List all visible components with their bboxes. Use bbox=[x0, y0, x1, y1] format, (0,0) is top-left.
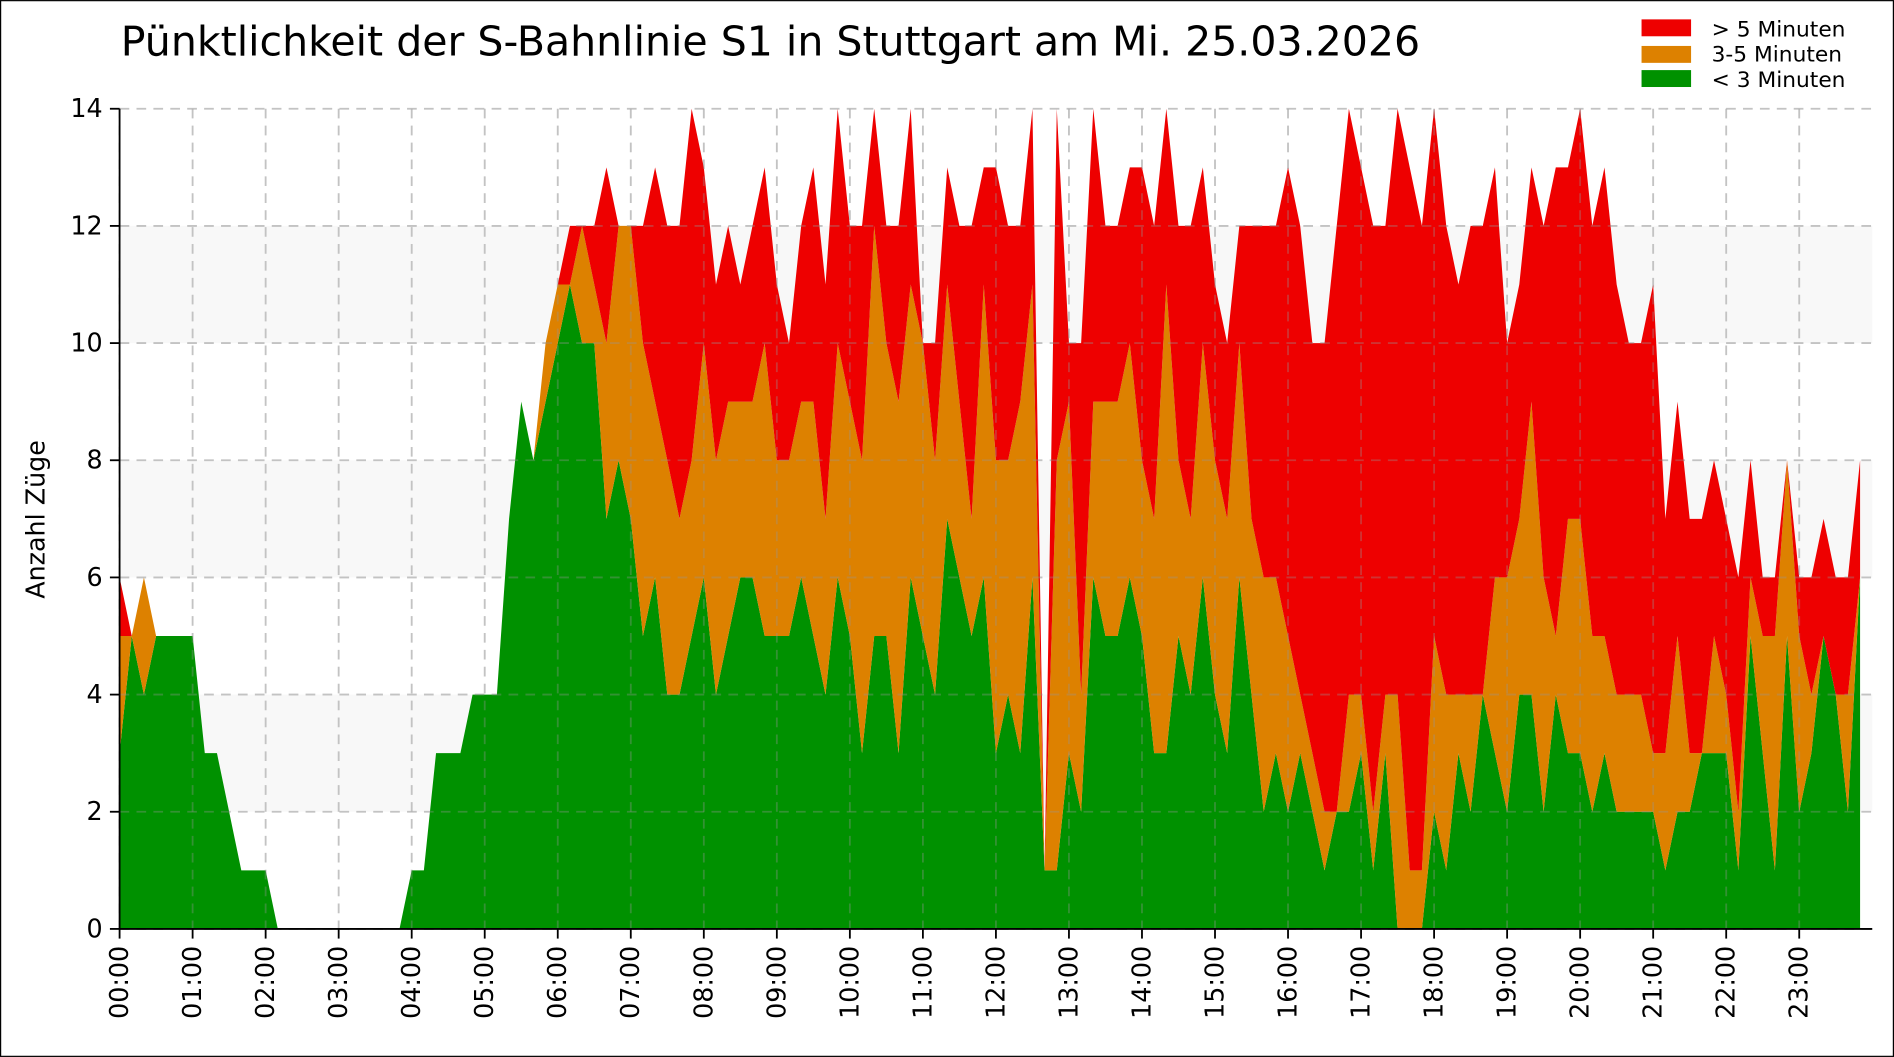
x-tick-label: 20:00 bbox=[1565, 946, 1595, 1019]
x-tick-label: 19:00 bbox=[1492, 946, 1522, 1019]
y-tick-label: 0 bbox=[87, 913, 103, 943]
stacked-areas bbox=[119, 108, 1861, 929]
chart-title: Pünktlichkeit der S-Bahnlinie S1 in Stut… bbox=[121, 18, 1420, 66]
x-tick-label: 13:00 bbox=[1053, 946, 1083, 1019]
x-tick-label: 22:00 bbox=[1711, 946, 1741, 1019]
y-axis-label: Anzahl Züge bbox=[21, 440, 51, 599]
y-tick-label: 4 bbox=[87, 679, 103, 709]
y-tick-label: 14 bbox=[70, 93, 102, 123]
legend-label-medium: 3-5 Minuten bbox=[1712, 43, 1842, 68]
legend-swatch-ontime bbox=[1641, 70, 1692, 88]
legend-label-ontime: < 3 Minuten bbox=[1712, 68, 1846, 93]
x-tick-label: 06:00 bbox=[542, 946, 572, 1019]
x-tick-label: 01:00 bbox=[177, 946, 207, 1019]
x-tick-label: 21:00 bbox=[1638, 946, 1668, 1019]
x-tick-label: 10:00 bbox=[834, 946, 864, 1019]
x-tick-label: 14:00 bbox=[1126, 946, 1156, 1019]
x-tick-label: 12:00 bbox=[980, 946, 1010, 1019]
area-series-3-5-min bbox=[119, 225, 1861, 929]
y-tick-label: 8 bbox=[87, 445, 103, 475]
area-series-over-5-min bbox=[119, 108, 1861, 929]
x-tick-label: 05:00 bbox=[469, 946, 499, 1019]
x-tick-label: 15:00 bbox=[1199, 946, 1229, 1019]
x-tick-label: 02:00 bbox=[250, 946, 280, 1019]
area-series-under-3-min bbox=[119, 284, 1861, 929]
x-tick-label: 16:00 bbox=[1272, 946, 1302, 1019]
x-tick-label: 07:00 bbox=[615, 946, 645, 1019]
legend-swatch-late bbox=[1641, 19, 1692, 37]
legend-label-late: > 5 Minuten bbox=[1712, 17, 1846, 42]
legend-swatch-medium bbox=[1641, 45, 1692, 63]
x-tick-label: 00:00 bbox=[104, 946, 134, 1019]
x-tick-label: 04:00 bbox=[396, 946, 426, 1019]
legend: > 5 Minuten 3-5 Minuten < 3 Minuten bbox=[1641, 17, 1846, 93]
axes: 0 2 4 6 8 10 12 14 00:00 01:00 02:00 03:00 04:00 05:0… bbox=[70, 93, 1873, 1019]
y-tick-label: 12 bbox=[70, 210, 102, 240]
x-tick-label: 11:00 bbox=[907, 946, 937, 1019]
y-tick-label: 6 bbox=[87, 562, 103, 592]
x-tick-label: 09:00 bbox=[761, 946, 791, 1019]
x-tick-label: 03:00 bbox=[323, 946, 353, 1019]
y-tick-label: 2 bbox=[87, 796, 103, 826]
x-tick-label: 23:00 bbox=[1784, 946, 1814, 1019]
y-tick-label: 10 bbox=[70, 328, 102, 358]
x-tick-label: 08:00 bbox=[688, 946, 718, 1019]
x-tick-label: 18:00 bbox=[1419, 946, 1449, 1019]
x-tick-label: 17:00 bbox=[1346, 946, 1376, 1019]
